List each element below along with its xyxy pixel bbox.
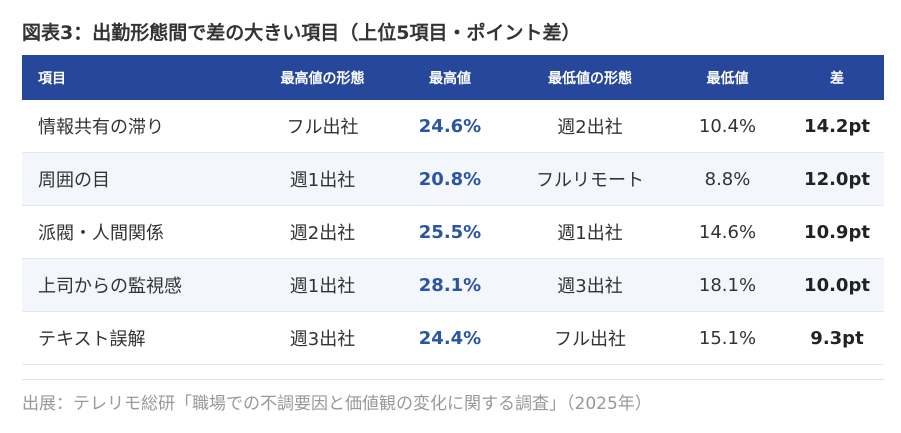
divider <box>22 379 884 380</box>
table-cell: フル出社 <box>515 311 665 365</box>
column-header: 差 <box>790 55 884 100</box>
data-table: 項目 最高値の形態 最高値 最低値の形態 最低値差 情報共有の滞り フル出社 24.6% 週2… <box>22 55 884 365</box>
header-row: 項目 最高値の形態 最高値 最低値の形態 最低値差 <box>22 55 884 100</box>
table-cell: 9.3pt <box>790 311 884 365</box>
table-cell: 10.9pt <box>790 205 884 259</box>
table-row: 派閥・人間関係 週2出社 25.5% 週1出社 14.6% 10.9pt <box>22 205 884 259</box>
table-cell: 週2出社 <box>260 205 385 259</box>
table-cell: 派閥・人間関係 <box>22 205 260 259</box>
table-cell: 週3出社 <box>515 258 665 312</box>
table-row: テキスト誤解 週3出社 24.4% フル出社 15.1% 9.3pt <box>22 311 884 365</box>
table-cell: 週1出社 <box>515 205 665 259</box>
column-header: 最低値の形態 <box>515 55 665 100</box>
table-cell: 25.5% <box>385 205 515 259</box>
table-cell: 週1出社 <box>260 152 385 206</box>
table-cell: フルリモート <box>515 152 665 206</box>
table-cell: 週1出社 <box>260 258 385 312</box>
table-row: 上司からの監視感 週1出社 28.1% 週3出社 18.1% 10.0pt <box>22 258 884 312</box>
table-cell: 10.4% <box>665 100 790 153</box>
column-header: 項目 <box>22 55 260 100</box>
table-cell: 情報共有の滞り <box>22 100 260 153</box>
table-cell: 10.0pt <box>790 258 884 312</box>
table-cell: テキスト誤解 <box>22 311 260 365</box>
table-cell: 15.1% <box>665 311 790 365</box>
table-row: 情報共有の滞り フル出社 24.6% 週2出社 10.4% 14.2pt <box>22 100 884 153</box>
table-row: 周囲の目 週1出社 20.8% フルリモート 8.8% 12.0pt <box>22 152 884 206</box>
table-cell: 週2出社 <box>515 100 665 153</box>
table-cell: 24.6% <box>385 100 515 153</box>
table-cell: 20.8% <box>385 152 515 206</box>
table-cell: 8.8% <box>665 152 790 206</box>
table-cell: 週3出社 <box>260 311 385 365</box>
table-cell: 上司からの監視感 <box>22 258 260 312</box>
table-cell: 周囲の目 <box>22 152 260 206</box>
table-cell: 24.4% <box>385 311 515 365</box>
column-header: 最高値の形態 <box>260 55 385 100</box>
table-body: 情報共有の滞り フル出社 24.6% 週2出社 10.4% 14.2pt 周囲の目 週1出社 2… <box>22 100 884 365</box>
column-header: 最高値 <box>385 55 515 100</box>
table-cell: 12.0pt <box>790 152 884 206</box>
table-cell: 14.2pt <box>790 100 884 153</box>
table-cell: 18.1% <box>665 258 790 312</box>
table-cell: 14.6% <box>665 205 790 259</box>
title: 図表3：出勤形態間で差の大きい項目（上位5項目・ポイント差） <box>22 22 581 44</box>
table-cell: フル出社 <box>260 100 385 153</box>
source-note: 出展：テレリモ総研「職場での不調要因と価値観の変化に関する調査」（2025年） <box>22 394 652 414</box>
column-header: 最低値 <box>665 55 790 100</box>
table-cell: 28.1% <box>385 258 515 312</box>
